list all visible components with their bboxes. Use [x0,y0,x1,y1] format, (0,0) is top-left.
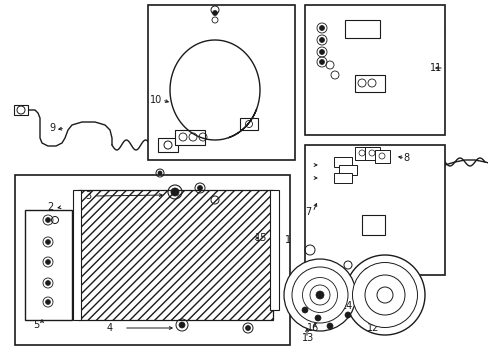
Ellipse shape [352,262,417,328]
Circle shape [171,188,179,196]
Text: 5: 5 [33,320,39,330]
Text: 2: 2 [47,202,53,212]
Bar [158,138,178,152]
Circle shape [45,300,50,305]
Bar [15,175,289,345]
Circle shape [212,10,217,15]
Text: 3: 3 [85,191,91,201]
Circle shape [315,291,324,299]
Circle shape [345,312,350,318]
Text: 13: 13 [302,333,314,343]
Bar [374,150,389,163]
Circle shape [245,325,250,330]
Circle shape [319,37,324,42]
Bar [25,210,72,320]
Bar [78,190,272,320]
Bar [354,75,384,92]
Circle shape [326,323,332,329]
Circle shape [45,217,50,222]
Ellipse shape [284,259,355,331]
Bar [338,165,356,175]
Bar [73,190,81,320]
Text: 8: 8 [402,153,408,163]
Circle shape [319,49,324,54]
Text: 9: 9 [49,123,55,133]
Bar [305,5,444,135]
Text: 6: 6 [394,275,400,285]
Bar [361,215,384,235]
Bar [364,147,379,160]
Text: 11: 11 [429,63,441,73]
Ellipse shape [302,278,337,312]
Circle shape [319,59,324,64]
Text: 15: 15 [254,233,267,243]
Text: 14: 14 [340,301,352,311]
Bar [240,118,258,130]
Circle shape [45,260,50,265]
Bar [333,157,351,167]
Bar [269,190,279,310]
Bar [354,147,369,160]
Circle shape [45,280,50,285]
Circle shape [319,26,324,31]
Text: 16: 16 [306,323,319,333]
Circle shape [197,185,202,190]
Circle shape [314,315,320,321]
Circle shape [302,307,307,313]
Circle shape [179,322,184,328]
Circle shape [158,171,162,175]
Circle shape [45,239,50,244]
Text: 10: 10 [150,95,162,105]
Ellipse shape [345,255,424,335]
Text: 4: 4 [107,323,113,333]
Text: 12: 12 [366,323,379,333]
Text: 7: 7 [305,207,311,217]
Ellipse shape [291,267,347,323]
Bar [305,145,444,275]
Bar [14,105,28,115]
Bar [345,20,379,38]
Bar [333,173,351,183]
Bar [148,5,294,160]
Bar [175,130,204,145]
Text: 1: 1 [285,235,290,245]
